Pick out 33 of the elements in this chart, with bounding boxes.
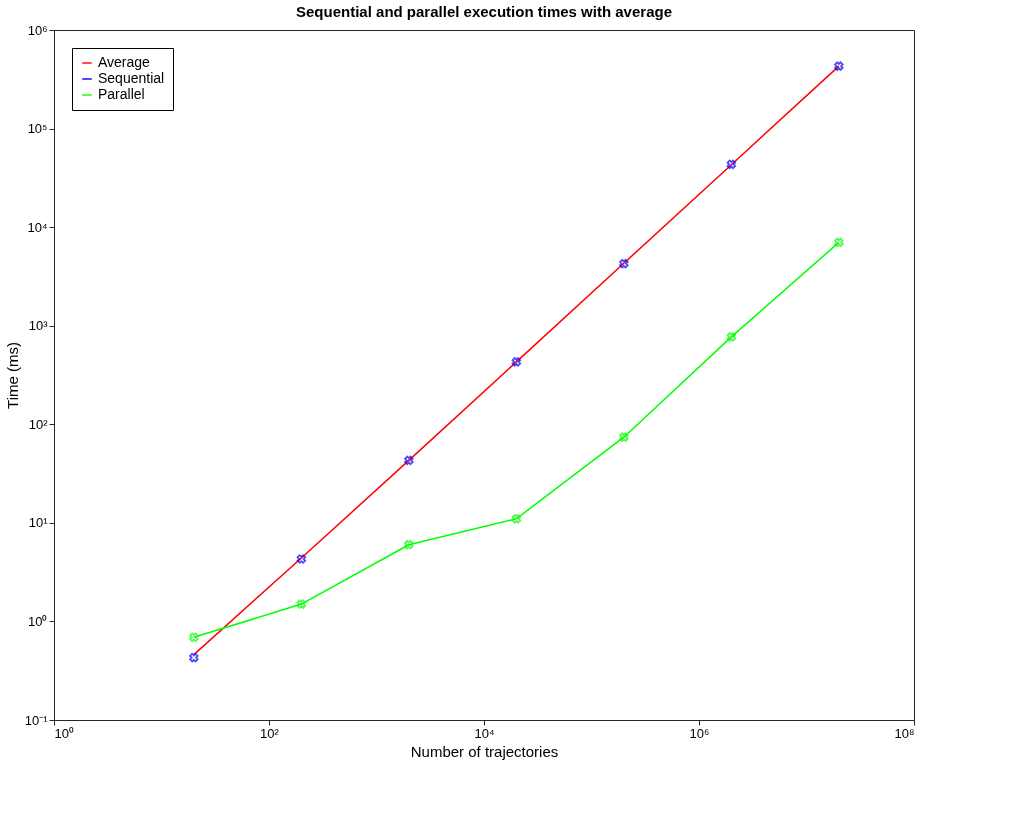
chart-title: Sequential and parallel execution times with average xyxy=(296,3,672,20)
point xyxy=(189,632,199,643)
point xyxy=(296,599,307,609)
legend-label: Parallel xyxy=(98,86,145,102)
point xyxy=(619,258,629,269)
y-tick-label: 10³ xyxy=(28,318,49,334)
point xyxy=(726,332,737,342)
point xyxy=(296,554,307,564)
point xyxy=(834,61,844,71)
y-tick-label: 10² xyxy=(28,416,49,432)
point xyxy=(726,159,737,170)
point xyxy=(619,432,629,442)
y-tick-label: 10⁻¹ xyxy=(24,712,49,728)
legend-label: Average xyxy=(98,54,151,70)
x-tick-label: 10⁰ xyxy=(54,725,74,741)
y-tick-label: 10⁰ xyxy=(28,613,48,629)
y-axis-title: Time (ms) xyxy=(3,342,21,409)
x-tick-label: 10² xyxy=(260,725,280,741)
y-tick-label: 10⁴ xyxy=(27,219,48,235)
point xyxy=(834,237,844,248)
y-tick-label: 10⁶ xyxy=(27,22,48,38)
point xyxy=(189,652,199,663)
point xyxy=(404,455,414,466)
point xyxy=(511,514,522,524)
x-axis-title: Number of trajectories xyxy=(410,742,559,760)
y-tick-label: 10⁵ xyxy=(27,121,48,137)
x-tick-label: 10⁴ xyxy=(474,725,495,741)
x-tick-label: 10⁸ xyxy=(894,725,915,741)
y-tick-label: 10¹ xyxy=(28,515,49,531)
point xyxy=(404,539,414,550)
x-tick-label: 10⁶ xyxy=(689,725,710,741)
legend-label: Sequential xyxy=(98,70,165,86)
point xyxy=(511,357,522,367)
